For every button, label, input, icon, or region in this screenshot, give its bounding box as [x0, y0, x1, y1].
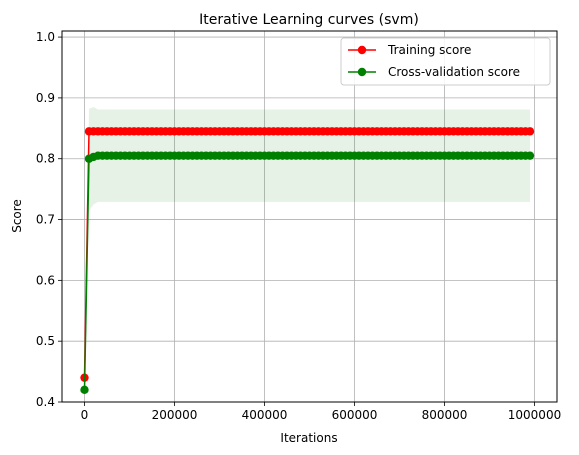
- legend-marker-training-score: [357, 45, 367, 55]
- training-score-series: [80, 127, 535, 382]
- plot-frame: [61, 30, 558, 403]
- cross-validation-score-point: [525, 151, 535, 160]
- x-tick-label: 800000: [422, 408, 468, 422]
- y-tick-label: 0.6: [36, 273, 55, 287]
- chart-title: Iterative Learning curves (svm): [199, 12, 419, 28]
- cross-validation-score-series: [80, 151, 535, 395]
- x-tick-label: 600000: [332, 408, 378, 422]
- x-tick-label: 200000: [152, 408, 198, 422]
- y-tick-label: 0.8: [36, 152, 55, 166]
- ticks: 0 200000 400000 600000 800000 1000000 0.4 0.5 0.…: [36, 30, 561, 422]
- x-axis-label: Iterations: [280, 431, 337, 445]
- plot-area: [62, 31, 557, 402]
- x-tick-label: 400000: [242, 408, 288, 422]
- y-tick-label: 0.9: [36, 91, 55, 105]
- confidence-band-layer: [84, 107, 530, 390]
- training-score-point: [525, 127, 535, 136]
- legend-label-training-score: Training score: [387, 43, 471, 57]
- series-layer: [80, 127, 535, 395]
- legend-box: [340, 37, 551, 86]
- legend: Training score Cross-validation score: [340, 37, 551, 86]
- y-tick-label: 0.5: [36, 334, 55, 348]
- y-tick-label: 0.7: [36, 213, 55, 227]
- x-tick-label: 1000000: [508, 408, 561, 422]
- y-tick-label: 0.4: [36, 395, 55, 409]
- cross-validation-score-point: [80, 385, 89, 395]
- legend-label-cross-validation-score: Cross-validation score: [388, 65, 520, 79]
- y-tick-label: 1.0: [36, 30, 55, 44]
- cross-validation-band: [84, 107, 530, 390]
- legend-marker-cross-validation-score: [357, 67, 367, 77]
- y-axis-label: Score: [10, 199, 24, 233]
- x-tick-label: 0: [81, 408, 89, 422]
